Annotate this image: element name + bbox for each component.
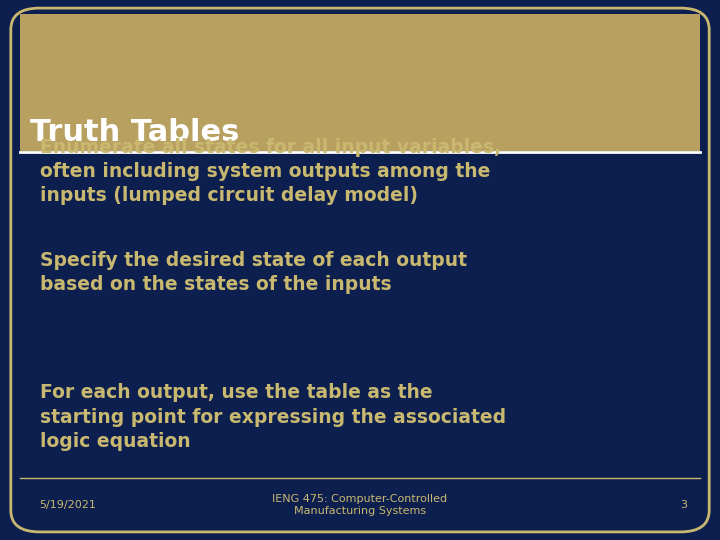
Text: IENG 475: Computer-Controlled
Manufacturing Systems: IENG 475: Computer-Controlled Manufactur… xyxy=(272,494,448,516)
Text: For each output, use the table as the
starting point for expressing the associat: For each output, use the table as the st… xyxy=(40,383,505,451)
FancyBboxPatch shape xyxy=(20,14,700,151)
Text: 3: 3 xyxy=(680,500,688,510)
FancyBboxPatch shape xyxy=(11,8,709,532)
Text: Enumerate all states for all input variables,
often including system outputs amo: Enumerate all states for all input varia… xyxy=(40,138,500,205)
Text: Truth Tables: Truth Tables xyxy=(30,118,240,147)
Text: 5/19/2021: 5/19/2021 xyxy=(40,500,96,510)
Text: Specify the desired state of each output
based on the states of the inputs: Specify the desired state of each output… xyxy=(40,251,467,294)
